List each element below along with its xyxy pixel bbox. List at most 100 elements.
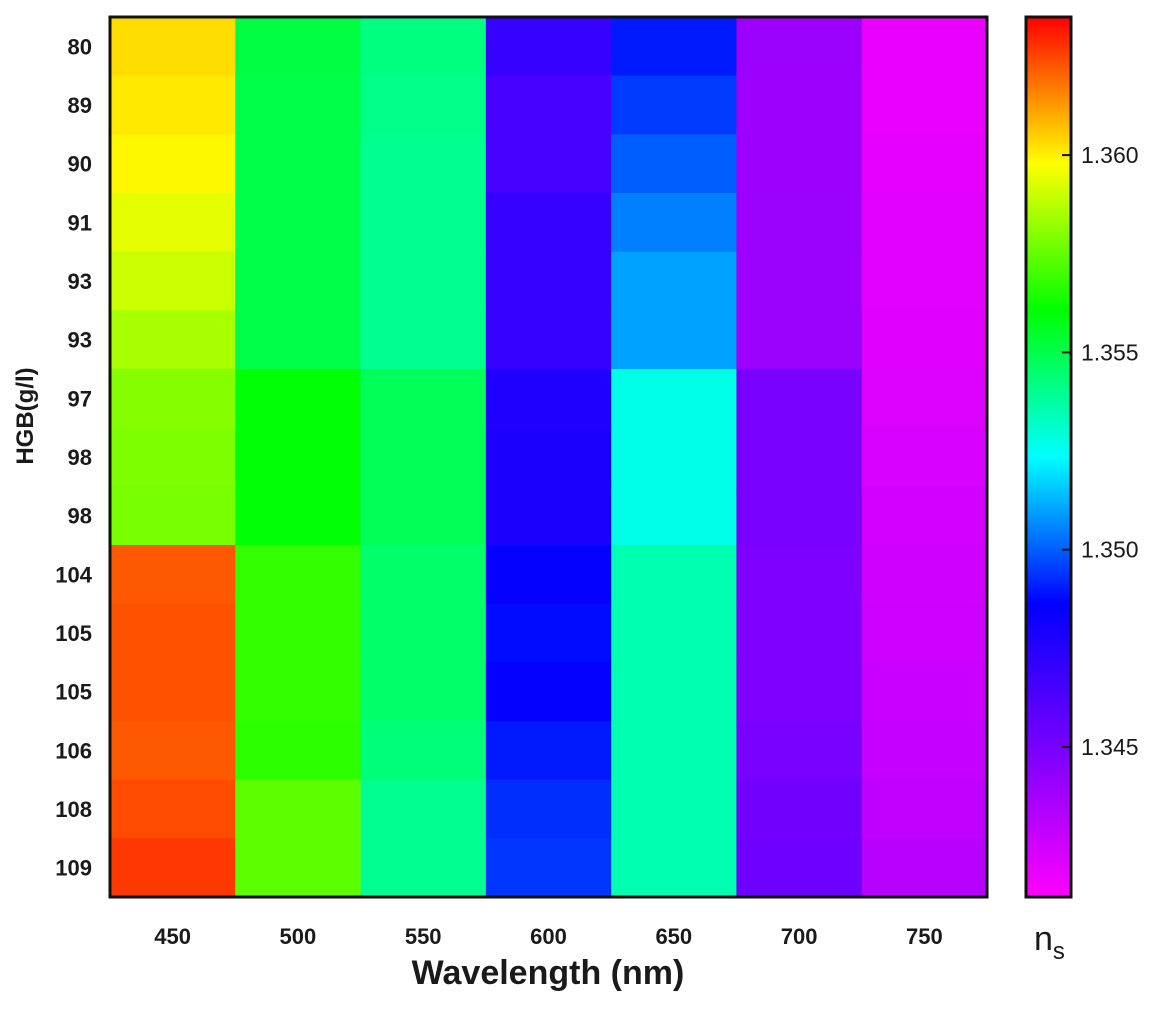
heatmap-cell [736,134,863,194]
heatmap-cell [235,779,362,839]
heatmap-cell [611,75,738,135]
colorbar: 1.345 1.350 1.355 1.360 ns [1024,15,1139,965]
heatmap-cell [485,838,612,898]
heatmap-cell [360,838,487,898]
heatmap-cell [235,427,362,487]
x-tick-label: 550 [405,924,442,949]
heatmap-cell [861,603,988,663]
heatmap-cell [736,17,863,77]
heatmap-cell [360,75,487,135]
heatmap-cell [360,369,487,429]
colorbar-label: ns [1034,920,1065,965]
heatmap-cell [485,134,612,194]
y-tick-label: 80 [68,34,92,59]
heatmap-cell [110,310,236,370]
heatmap-cell [611,134,738,194]
heatmap-cell [611,310,738,370]
heatmap-cell [485,251,612,311]
heatmap-cell [110,721,236,781]
plot-frame [108,15,989,899]
heatmap-cell [736,779,863,839]
heatmap-cell [235,251,362,311]
heatmap-cell [485,662,612,722]
heatmap-cell [360,427,487,487]
heatmap-cell [611,486,738,546]
heatmap-cell [485,486,612,546]
heatmap-cell [485,779,612,839]
heatmap-cell [861,427,988,487]
heatmap-cell [861,838,988,898]
heatmap-cell [861,369,988,429]
y-tick-label: 97 [68,386,92,411]
y-axis-label: HGB(g/l) [12,367,39,464]
heatmap-cell [861,486,988,546]
heatmap-cell [235,662,362,722]
x-axis-ticks: 450 500 550 600 650 700 750 [154,924,943,949]
y-tick-label: 91 [68,210,92,235]
x-axis-label: Wavelength (nm) [412,954,685,992]
colorbar-tick-label: 1.345 [1081,734,1139,760]
heatmap-cell [110,545,236,605]
heatmap-cell [611,251,738,311]
heatmap-cell [485,310,612,370]
heatmap-cell [861,75,988,135]
colorbar-tick-label: 1.350 [1081,537,1139,563]
heatmap-cell [611,545,738,605]
heatmap-cell [736,486,863,546]
heatmap-cell [110,75,236,135]
heatmap-cell [485,193,612,253]
heatmap-cell [110,427,236,487]
heatmap-cell [110,17,236,77]
colorbar-label-subscript: s [1053,938,1065,965]
heatmap-cell [611,721,738,781]
heatmap-cell [110,838,236,898]
heatmap-cell [736,369,863,429]
heatmap-cell [360,779,487,839]
heatmap-cell [235,486,362,546]
heatmap-cell [861,662,988,722]
heatmap-cell [235,134,362,194]
heatmap-cell [360,17,487,77]
heatmap-cell [736,721,863,781]
heatmap-cell [861,721,988,781]
heatmap-cell [110,134,236,194]
heatmap-cell [485,427,612,487]
heatmap-cell [736,75,863,135]
heatmap-cell [360,310,487,370]
colorbar-tick-label: 1.355 [1081,339,1139,365]
x-tick-label: 450 [154,924,191,949]
heatmap-cell [360,134,487,194]
heatmap-cell [360,662,487,722]
heatmap-cell [611,662,738,722]
y-tick-label: 90 [68,152,92,177]
heatmap-cell [110,369,236,429]
heatmap-cell [485,75,612,135]
colorbar-ticks: 1.345 1.350 1.355 1.360 [1062,142,1139,760]
y-tick-label: 93 [68,328,92,353]
heatmap-cell [861,545,988,605]
heatmap-cell [861,17,988,77]
colorbar-label-main: n [1034,920,1053,958]
heatmap-cell [485,603,612,663]
heatmap-cell [611,17,738,77]
heatmap-cell [360,603,487,663]
heatmap-cell [110,193,236,253]
x-tick-label: 650 [655,924,692,949]
heatmap-cell [736,603,863,663]
heatmap-cell [360,486,487,546]
heatmap-cell [736,838,863,898]
heatmap-cell [611,193,738,253]
heatmap-cell [736,662,863,722]
heatmap-cell [611,369,738,429]
y-axis-ticks: 80 89 90 91 93 93 97 98 98 104 105 105 106 108 109 [55,34,92,880]
y-tick-label: 98 [68,445,92,470]
heatmap-cell [861,779,988,839]
heatmap-cell [360,251,487,311]
heatmap-cell [235,17,362,77]
heatmap-cell [110,779,236,839]
heatmap-cell [360,193,487,253]
heatmap-cell [110,251,236,311]
heatmap-cell [861,193,988,253]
